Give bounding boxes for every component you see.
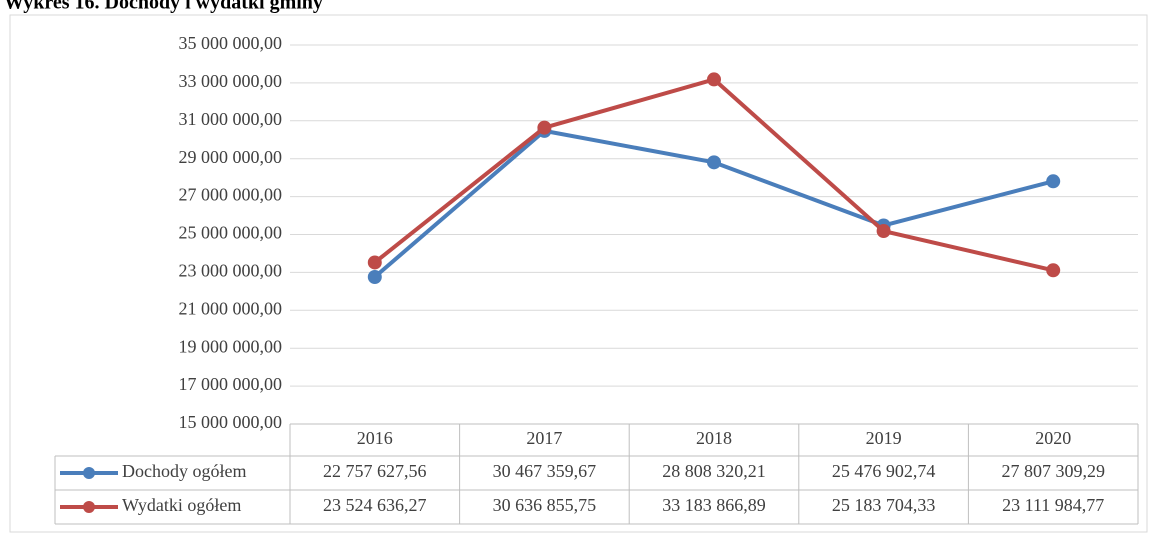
point bbox=[707, 155, 721, 170]
table-value: 27 807 309,29 bbox=[1001, 461, 1105, 481]
legend-label: Wydatki ogółem bbox=[122, 495, 241, 515]
table-value: 33 183 866,89 bbox=[662, 495, 766, 515]
y-tick-label: 33 000 000,00 bbox=[179, 71, 283, 91]
y-tick-label: 31 000 000,00 bbox=[179, 109, 283, 129]
point bbox=[367, 269, 382, 284]
legend-marker bbox=[83, 467, 95, 479]
table-value: 30 636 855,75 bbox=[493, 495, 597, 515]
y-tick-label: 17 000 000,00 bbox=[179, 374, 283, 394]
x-tick-label: 2016 bbox=[357, 428, 393, 448]
point bbox=[537, 120, 552, 135]
y-tick-label: 35 000 000,00 bbox=[179, 33, 283, 53]
chart-title: Wykres 16. Dochody i wydatki gminy bbox=[4, 0, 323, 14]
x-tick-label: 2019 bbox=[866, 428, 902, 448]
point bbox=[367, 255, 382, 270]
y-tick-label: 19 000 000,00 bbox=[179, 336, 283, 356]
legend-marker bbox=[83, 501, 95, 513]
chart-frame bbox=[9, 14, 1148, 533]
y-tick-label: 27 000 000,00 bbox=[179, 185, 283, 205]
table-value: 23 111 984,77 bbox=[1002, 495, 1104, 515]
table-value: 30 467 359,67 bbox=[493, 461, 597, 481]
table-value: 25 183 704,33 bbox=[832, 495, 936, 515]
x-tick-label: 2020 bbox=[1035, 428, 1071, 448]
y-tick-label: 21 000 000,00 bbox=[179, 298, 283, 318]
table-value: 28 808 320,21 bbox=[662, 461, 766, 481]
point bbox=[1046, 174, 1061, 189]
point bbox=[1046, 263, 1061, 278]
y-tick-label: 25 000 000,00 bbox=[179, 223, 283, 243]
x-tick-label: 2017 bbox=[526, 428, 562, 448]
legend-label: Dochody ogółem bbox=[122, 461, 246, 481]
y-tick-label: 23 000 000,00 bbox=[179, 261, 283, 281]
table-value: 22 757 627,56 bbox=[323, 461, 427, 481]
y-tick-label: 15 000 000,00 bbox=[179, 412, 283, 432]
x-tick-label: 2018 bbox=[696, 428, 732, 448]
y-tick-label: 29 000 000,00 bbox=[179, 147, 283, 167]
point bbox=[707, 72, 721, 87]
table-value: 23 524 636,27 bbox=[323, 495, 427, 515]
point bbox=[876, 224, 891, 239]
table-value: 25 476 902,74 bbox=[832, 461, 936, 481]
